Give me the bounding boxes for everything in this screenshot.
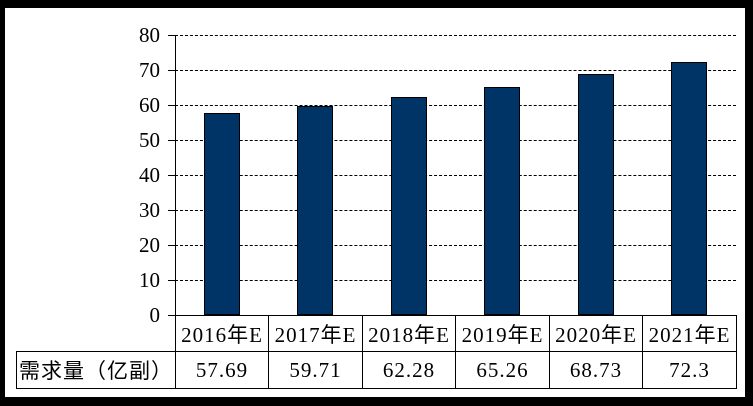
category-cell: 2019年E xyxy=(455,315,550,352)
y-axis-label: 0 xyxy=(149,303,161,327)
bar-2020年E xyxy=(578,74,614,315)
ghost-cell xyxy=(17,316,176,352)
y-axis-tick xyxy=(168,35,176,36)
y-axis-tick xyxy=(168,245,176,246)
row-header-cell: 需求量（亿副） xyxy=(16,351,176,389)
value-row: 需求量（亿副） 57.69 59.71 62.28 65.26 68.73 72.3 xyxy=(16,351,737,389)
bar-2017年E xyxy=(297,106,333,315)
y-axis-label: 20 xyxy=(139,233,160,257)
category-cell: 2017年E xyxy=(268,315,363,352)
category-cell: 2018年E xyxy=(362,315,456,352)
gridline xyxy=(175,105,736,106)
y-axis-tick xyxy=(168,210,176,211)
y-axis-label: 30 xyxy=(139,198,160,222)
y-axis-tick xyxy=(168,175,176,176)
value-cell: 68.73 xyxy=(549,351,643,389)
category-cell: 2020年E xyxy=(549,315,643,352)
value-cell: 72.3 xyxy=(642,351,737,389)
gridline xyxy=(175,245,736,246)
category-cell: 2021年E xyxy=(642,315,737,352)
y-axis-tick xyxy=(168,280,176,281)
bar-2016年E xyxy=(204,113,240,315)
bar-2018年E xyxy=(391,97,427,315)
data-table: 2016年E 2017年E 2018年E 2019年E 2020年E 2021年E 需求量… xyxy=(16,315,737,389)
y-axis-label: 10 xyxy=(139,268,160,292)
y-axis-tick xyxy=(168,140,176,141)
gridline xyxy=(175,210,736,211)
bar-2021年E xyxy=(671,62,707,315)
y-axis-tick xyxy=(168,70,176,71)
value-cell: 59.71 xyxy=(268,351,363,389)
gridline xyxy=(175,35,736,36)
y-axis-label: 80 xyxy=(139,23,160,47)
chart-canvas: 80 70 60 50 40 30 20 10 0 2016年E 2017年E 2018年E 2019… xyxy=(5,8,745,397)
category-cell: 2016年E xyxy=(175,315,269,352)
y-axis-tick xyxy=(168,105,176,106)
gridline xyxy=(175,280,736,281)
value-cell: 57.69 xyxy=(175,351,269,389)
y-axis-label: 40 xyxy=(139,163,160,187)
gridline xyxy=(175,70,736,71)
y-axis-label: 50 xyxy=(139,128,160,152)
bar-2019年E xyxy=(484,87,520,315)
value-cell: 65.26 xyxy=(455,351,550,389)
category-row: 2016年E 2017年E 2018年E 2019年E 2020年E 2021年E xyxy=(17,315,737,352)
gridline xyxy=(175,140,736,141)
value-cell: 62.28 xyxy=(362,351,456,389)
y-axis-label: 70 xyxy=(139,58,160,82)
y-axis-label: 60 xyxy=(139,93,160,117)
y-axis-tick xyxy=(168,315,176,316)
gridline xyxy=(175,175,736,176)
